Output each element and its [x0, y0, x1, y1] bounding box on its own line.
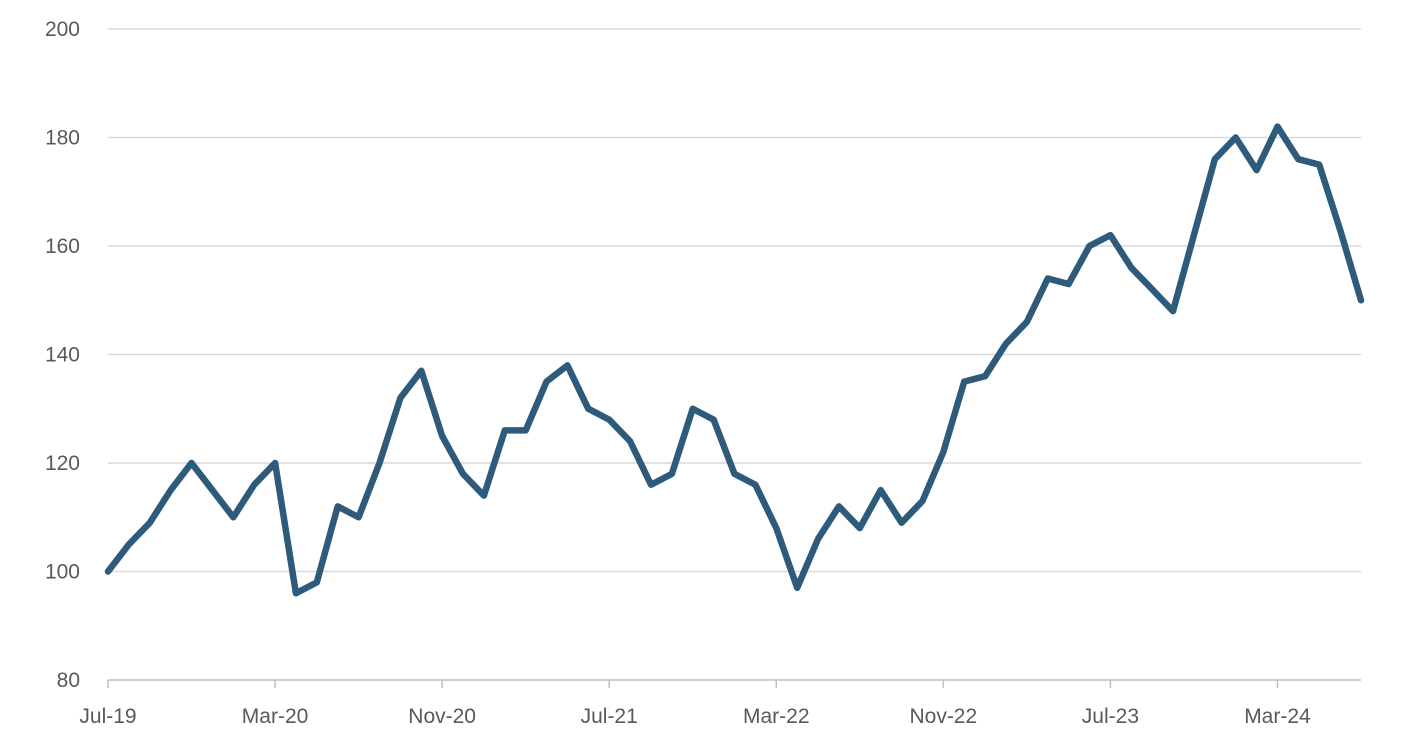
x-tick-label: Mar-24 — [1244, 705, 1311, 728]
x-tick-label: Mar-22 — [743, 705, 810, 728]
y-tick-label: 100 — [45, 561, 80, 584]
x-tick-label: Mar-20 — [242, 705, 309, 728]
x-tick-label: Jul-19 — [79, 705, 136, 728]
x-tick-label: Nov-20 — [408, 705, 476, 728]
x-tick-label: Nov-22 — [909, 705, 977, 728]
x-axis-tick-labels: Jul-19 Mar-20 Nov-20 Jul-21 Mar-22 Nov-22 Jul-… — [79, 705, 1311, 728]
y-tick-label: 160 — [45, 235, 80, 258]
y-tick-label: 180 — [45, 127, 80, 150]
x-tick-label: Jul-23 — [1082, 705, 1139, 728]
y-tick-label: 120 — [45, 452, 80, 475]
series-line-0 — [104, 123, 1365, 597]
y-tick-label: 200 — [45, 18, 80, 41]
y-tick-label: 80 — [57, 669, 80, 692]
y-tick-label: 140 — [45, 344, 80, 367]
y-axis-tick-labels: 80 100 120 140 160 180 200 — [45, 18, 80, 692]
gridlines — [108, 28, 1361, 573]
x-tick-label: Jul-21 — [581, 705, 638, 728]
series-layer — [104, 123, 1365, 597]
x-axis — [107, 679, 1361, 688]
